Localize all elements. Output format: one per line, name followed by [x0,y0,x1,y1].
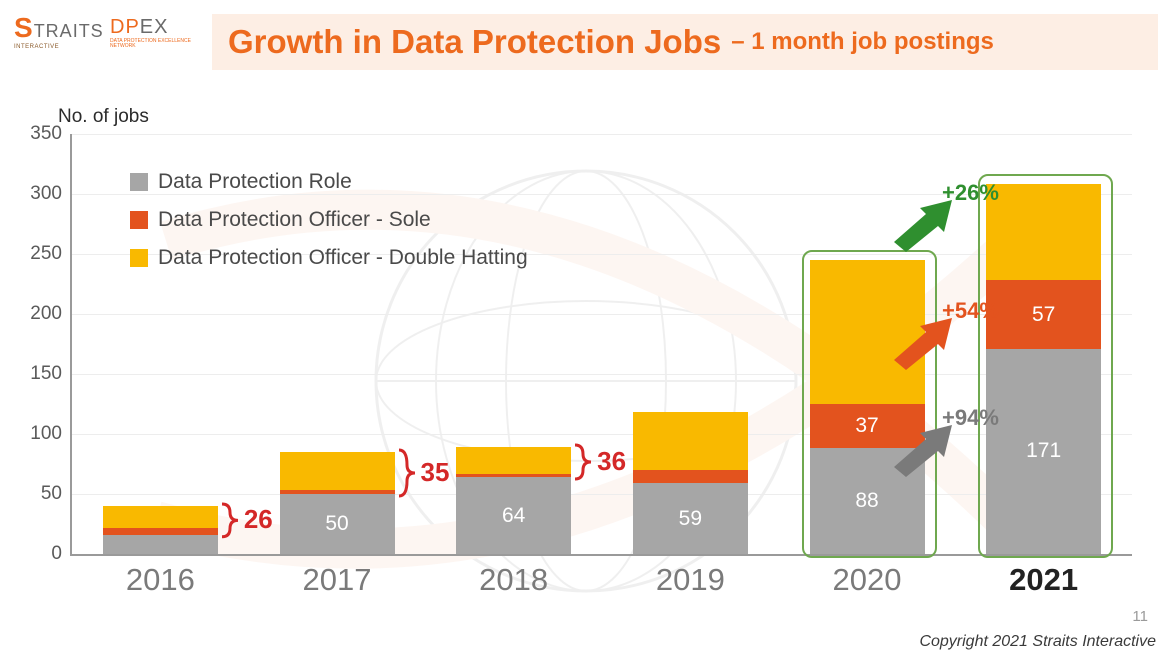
title-bar: Growth in Data Protection Jobs – 1 month… [212,14,1158,70]
logos: STRAITS INTERACTIVE DPEX DATA PROTECTION… [14,12,214,72]
copyright-text: Copyright 2021 Straits Interactive [919,633,1156,651]
bar-value-label: 50 [280,512,395,536]
gridline [72,134,1132,135]
gridline [72,494,1132,495]
bar-segment-sole: 3 [456,474,571,478]
legend-item-role: Data Protection Role [130,170,528,194]
legend-item-sole: Data Protection Officer - Sole [130,208,528,232]
bar-segment-hat [456,447,571,473]
x-tick-label: 2019 [610,562,770,598]
dpo-total-callout: 36 [597,446,626,477]
legend-swatch-sole [130,211,148,229]
bar-value-label: 171 [986,439,1101,463]
legend-label-hat: Data Protection Officer - Double Hatting [158,246,528,270]
dpo-total-callout: 26 [244,504,273,535]
bar-segment-sole: 11 [633,470,748,483]
bar-segment-role: 171 [986,349,1101,554]
growth-arrow-icon [886,312,956,372]
bar-segment-role: 59 [633,483,748,554]
bar-segment-sole: 6 [103,528,218,535]
legend-label-role: Data Protection Role [158,170,352,194]
bar-value-label: 57 [986,303,1101,327]
bar-value-label: 88 [810,489,925,513]
x-tick-label: 2017 [257,562,417,598]
dpo-total-callout: 35 [421,457,450,488]
bar-segment-hat [986,184,1101,280]
x-tick-label: 2021 [964,562,1124,598]
header: STRAITS INTERACTIVE DPEX DATA PROTECTION… [14,12,1158,82]
y-tick-label: 100 [12,423,62,445]
gridline [72,374,1132,375]
y-axis-title: No. of jobs [58,106,149,128]
bar-value-label: 64 [456,504,571,528]
bar-segment-role: 64 [456,477,571,554]
y-tick-label: 250 [12,243,62,265]
growth-arrow-icon [886,419,956,479]
title-sub: – 1 month job postings [731,28,994,56]
y-tick-label: 50 [12,483,62,505]
bar-segment-hat [103,506,218,528]
bar-segment-sole: 3 [280,490,395,494]
legend: Data Protection Role Data Protection Off… [130,170,528,284]
legend-item-hat: Data Protection Officer - Double Hatting [130,246,528,270]
growth-arrow-icon [886,194,956,254]
y-tick-label: 0 [12,543,62,565]
brace-icon [220,502,242,539]
brace-icon [397,448,419,498]
legend-swatch-hat [130,249,148,267]
gridline [72,434,1132,435]
title-main: Growth in Data Protection Jobs [228,23,721,61]
bar-value-label: 59 [633,507,748,531]
logo-straits: STRAITS INTERACTIVE [14,12,104,50]
bar-segment-role: 50 [280,494,395,554]
bar-segment-role: 16 [103,535,218,554]
legend-swatch-role [130,173,148,191]
y-tick-label: 300 [12,183,62,205]
y-tick-label: 200 [12,303,62,325]
x-tick-label: 2016 [80,562,240,598]
x-tick-label: 2020 [787,562,947,598]
bar-segment-hat [280,452,395,490]
legend-label-sole: Data Protection Officer - Sole [158,208,431,232]
y-tick-label: 150 [12,363,62,385]
brace-icon [573,443,595,481]
bar-segment-sole: 57 [986,280,1101,348]
x-tick-label: 2018 [434,562,594,598]
page-number: 11 [1132,608,1148,625]
y-tick-label: 350 [12,123,62,145]
bar-segment-hat [633,412,748,470]
logo-dpex: DPEX DATA PROTECTION EXCELLENCE NETWORK [110,16,214,49]
